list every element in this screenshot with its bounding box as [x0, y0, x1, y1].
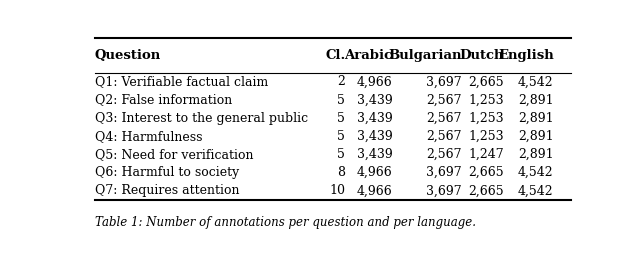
Text: 2,891: 2,891: [518, 112, 554, 125]
Text: Cl.: Cl.: [325, 49, 346, 62]
Text: 1,247: 1,247: [468, 148, 504, 161]
Text: Q5: Need for verification: Q5: Need for verification: [95, 148, 253, 161]
Text: 1,253: 1,253: [468, 130, 504, 143]
Text: 5: 5: [337, 130, 346, 143]
Text: 3,697: 3,697: [426, 76, 462, 89]
Text: English: English: [498, 49, 554, 62]
Text: 3,439: 3,439: [356, 94, 392, 107]
Text: Q2: False information: Q2: False information: [95, 94, 232, 107]
Text: 3,697: 3,697: [426, 166, 462, 179]
Text: Dutch: Dutch: [460, 49, 504, 62]
Text: 5: 5: [337, 94, 346, 107]
Text: 2,891: 2,891: [518, 130, 554, 143]
Text: 4,542: 4,542: [518, 76, 554, 89]
Text: 3,439: 3,439: [356, 148, 392, 161]
Text: 3,439: 3,439: [356, 130, 392, 143]
Text: 3,439: 3,439: [356, 112, 392, 125]
Text: 1,253: 1,253: [468, 94, 504, 107]
Text: Q4: Harmfulness: Q4: Harmfulness: [95, 130, 202, 143]
Text: 2,567: 2,567: [426, 112, 462, 125]
Text: 4,542: 4,542: [518, 184, 554, 197]
Text: 2: 2: [337, 76, 346, 89]
Text: 10: 10: [330, 184, 346, 197]
Text: 4,966: 4,966: [356, 184, 392, 197]
Text: 4,966: 4,966: [356, 76, 392, 89]
Text: Q6: Harmful to society: Q6: Harmful to society: [95, 166, 239, 179]
Text: 1,253: 1,253: [468, 112, 504, 125]
Text: Q1: Verifiable factual claim: Q1: Verifiable factual claim: [95, 76, 268, 89]
Text: 2,567: 2,567: [426, 94, 462, 107]
Text: 2,665: 2,665: [468, 166, 504, 179]
Text: 2,891: 2,891: [518, 94, 554, 107]
Text: 4,966: 4,966: [356, 166, 392, 179]
Text: 3,697: 3,697: [426, 184, 462, 197]
Text: 2,665: 2,665: [468, 184, 504, 197]
Text: Q3: Interest to the general public: Q3: Interest to the general public: [95, 112, 308, 125]
Text: 5: 5: [337, 112, 346, 125]
Text: 2,567: 2,567: [426, 148, 462, 161]
Text: 2,567: 2,567: [426, 130, 462, 143]
Text: 4,542: 4,542: [518, 166, 554, 179]
Text: 2,891: 2,891: [518, 148, 554, 161]
Text: 8: 8: [337, 166, 346, 179]
Text: Bulgarian: Bulgarian: [388, 49, 462, 62]
Text: Question: Question: [95, 49, 161, 62]
Text: 5: 5: [337, 148, 346, 161]
Text: Arabic: Arabic: [344, 49, 392, 62]
Text: Q7: Requires attention: Q7: Requires attention: [95, 184, 239, 197]
Text: 2,665: 2,665: [468, 76, 504, 89]
Text: Table 1: Number of annotations per question and per language.: Table 1: Number of annotations per quest…: [95, 216, 476, 229]
